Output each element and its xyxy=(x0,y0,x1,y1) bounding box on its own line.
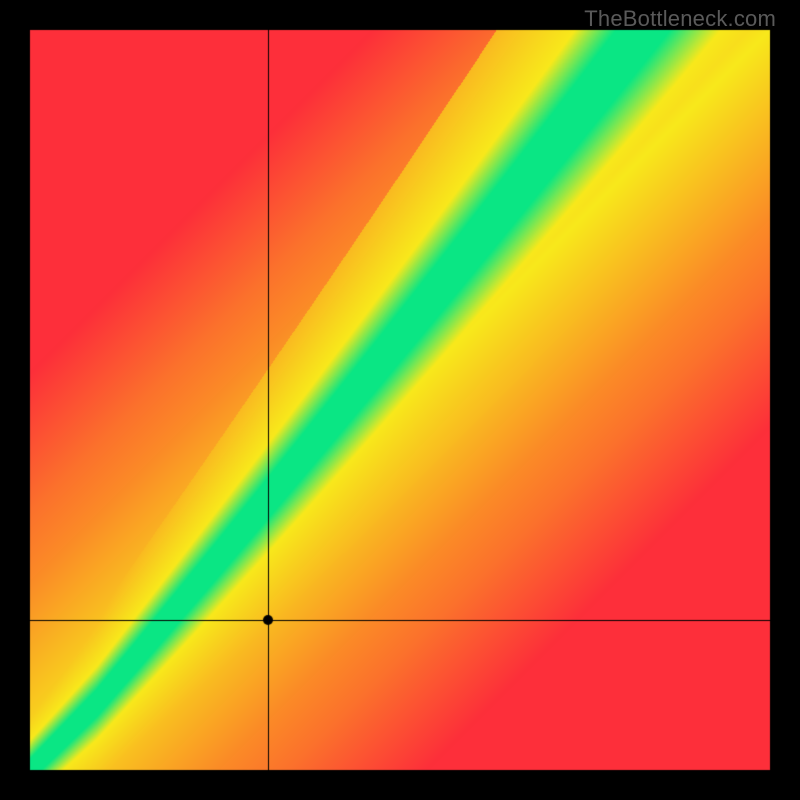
chart-container: TheBottleneck.com xyxy=(0,0,800,800)
heatmap-canvas xyxy=(0,0,800,800)
watermark-text: TheBottleneck.com xyxy=(584,6,776,32)
